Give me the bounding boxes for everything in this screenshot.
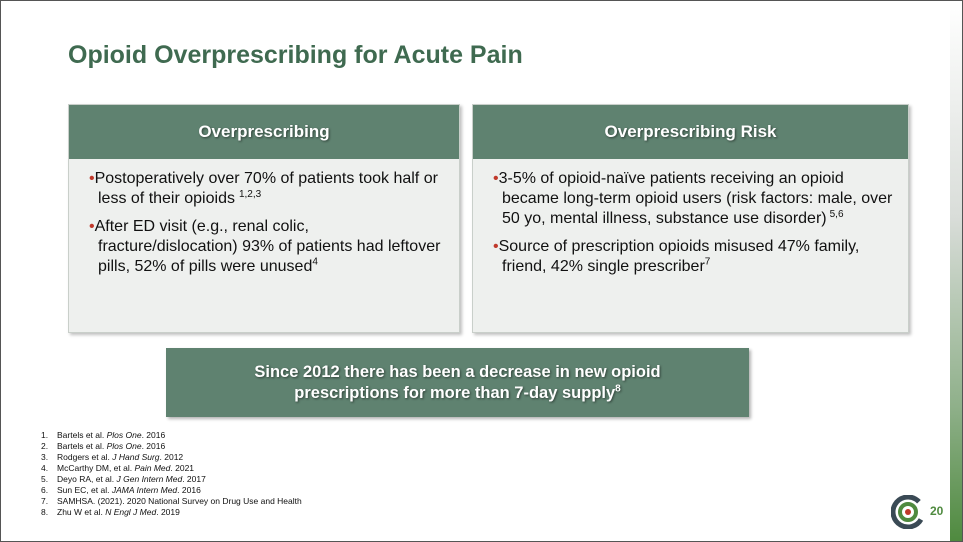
ref-text: McCarthy DM, et al. <box>57 463 135 473</box>
ref-year: . 2016 <box>141 441 166 451</box>
bullet-list: •3-5% of opioid-naïve patients receiving… <box>473 159 908 277</box>
reference: 4. McCarthy DM, et al. Pain Med. 2021 <box>41 463 302 474</box>
ref-journal: J Hand Surg <box>112 452 160 462</box>
panel: Overprescribing •Postoperatively over 70%… <box>68 104 460 333</box>
ref-year: . 2019 <box>156 507 180 517</box>
bullet-text: 3-5% of opioid-naïve patients receiving … <box>498 170 893 227</box>
bullet-text: Source of prescription opioids misused 4… <box>498 238 860 275</box>
ref-number: 7. <box>41 496 49 506</box>
ref-journal: Plos One <box>106 430 142 440</box>
reference: 2. Bartels et al. Plos One. 2016 <box>41 441 302 452</box>
logo <box>891 495 925 529</box>
bullet-item: •After ED visit (e.g., renal colic, frac… <box>89 217 447 277</box>
bullet-dot: • <box>493 238 499 255</box>
ref-year: . 2021 <box>170 463 195 473</box>
ref-text: Rodgers et al. <box>57 452 113 462</box>
ref-text: Deyo RA, et al. <box>57 474 117 484</box>
ref-number: 1. <box>41 430 49 440</box>
reference: 7. SAMHSA. (2021). 2020 National Survey o… <box>41 496 302 507</box>
bullet-sup: 5,6 <box>829 208 844 220</box>
bullet-item: •Source of prescription opioids misused … <box>493 237 896 277</box>
side-strip <box>950 1 962 541</box>
ref-journal: J Gen Intern Med <box>116 474 183 484</box>
panel-heading: Overprescribing <box>69 105 459 159</box>
ref-text: Bartels et al. <box>57 441 107 451</box>
panel: Overprescribing Risk •3-5% of opioid-naïv… <box>472 104 909 333</box>
ref-number: 4. <box>41 463 49 473</box>
ref-text: Zhu W et al. <box>57 507 106 517</box>
reference: 5. Deyo RA, et al. J Gen Intern Med. 2017 <box>41 474 302 485</box>
bullet-item: •Postoperatively over 70% of patients to… <box>89 169 447 209</box>
slide-title: Opioid Overprescribing for Acute Pain <box>68 41 523 69</box>
ref-journal: JAMA Intern Med <box>111 485 178 495</box>
bullet-text: Postoperatively over 70% of patients too… <box>94 170 438 207</box>
callout-text: Since 2012 there has been a decrease in … <box>223 362 693 404</box>
ref-number: 5. <box>41 474 49 484</box>
ref-text: Bartels et al. <box>57 430 107 440</box>
bullet-item: •3-5% of opioid-naïve patients receiving… <box>493 169 896 229</box>
ref-text: SAMHSA. (2021). 2020 National Survey on … <box>57 496 302 506</box>
page-number: 20 <box>930 504 944 518</box>
bullet-sup: 4 <box>312 256 318 268</box>
callout: Since 2012 there has been a decrease in … <box>166 348 749 417</box>
bullet-sup: 7 <box>704 256 711 268</box>
reference: 8. Zhu W et al. N Engl J Med. 2019 <box>41 507 302 518</box>
ref-year: . 2012 <box>159 452 184 462</box>
ref-number: 3. <box>41 452 49 462</box>
reference: 6. Sun EC, et al. JAMA Intern Med. 2016 <box>41 485 302 496</box>
ref-journal: Plos One <box>106 441 142 451</box>
ref-journal: Pain Med <box>134 463 171 473</box>
callout-body: Since 2012 there has been a decrease in … <box>254 362 661 402</box>
bullet-sup: 1,2,3 <box>238 188 262 200</box>
bullet-dot: • <box>493 170 499 187</box>
reference: 1. Bartels et al. Plos One. 2016 <box>41 430 302 441</box>
ref-number: 6. <box>41 485 49 495</box>
bullet-dot: • <box>89 218 95 235</box>
bullet-list: •Postoperatively over 70% of patients to… <box>69 159 459 277</box>
ref-year: . 2016 <box>177 485 201 495</box>
ref-year: . 2016 <box>141 430 166 440</box>
reference: 3. Rodgers et al. J Hand Surg. 2012 <box>41 452 302 463</box>
ref-journal: N Engl J Med <box>105 507 157 517</box>
bullet-dot: • <box>89 170 95 187</box>
references: 1. Bartels et al. Plos One. 2016 2. Bartels… <box>41 430 302 518</box>
ref-number: 8. <box>41 507 49 517</box>
ref-text: Sun EC, et al. <box>57 485 112 495</box>
bullet-text: After ED visit (e.g., renal colic, fract… <box>94 218 441 275</box>
ref-year: . 2017 <box>182 474 206 484</box>
ref-number: 2. <box>41 441 49 451</box>
panel-heading: Overprescribing Risk <box>473 105 908 159</box>
callout-sup: 8 <box>615 383 621 394</box>
